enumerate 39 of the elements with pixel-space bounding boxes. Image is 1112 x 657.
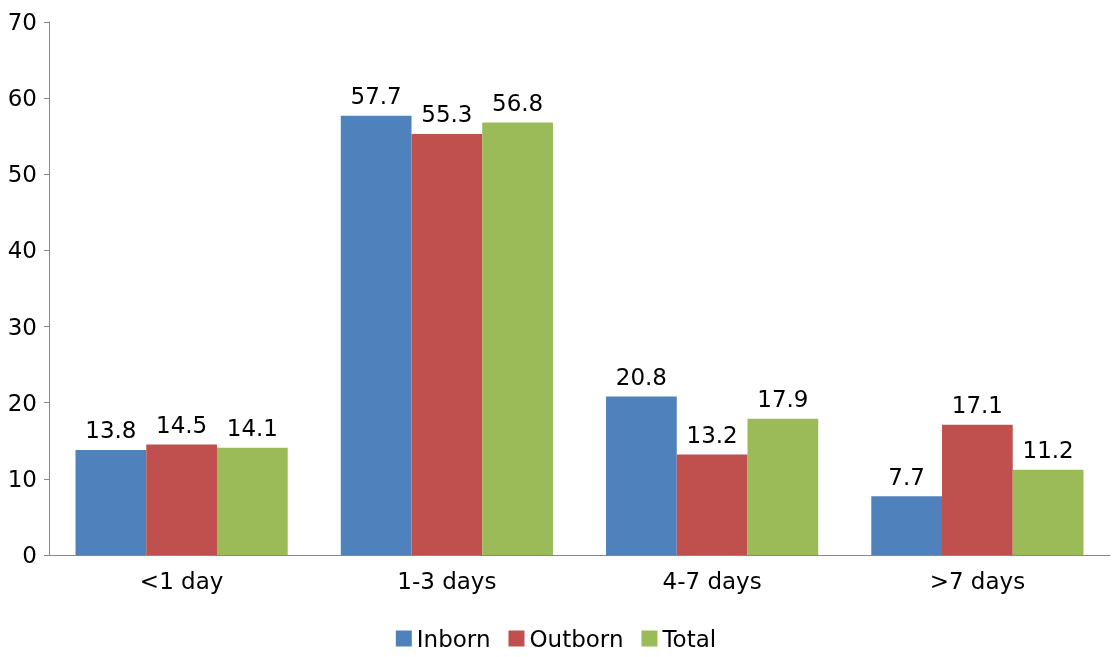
y-tick-label: 30 — [7, 313, 37, 340]
data-label: 11.2 — [1022, 437, 1074, 464]
y-tick-label: 40 — [7, 237, 37, 264]
legend-label: Inborn — [416, 625, 491, 652]
legend-label: Outborn — [529, 625, 624, 652]
legend-label: Total — [661, 625, 717, 652]
bar — [1012, 469, 1084, 555]
data-label: 55.3 — [421, 101, 473, 128]
bar — [411, 133, 483, 555]
data-label: 7.7 — [888, 463, 925, 490]
bar — [75, 449, 147, 555]
x-tick-label: 1-3 days — [397, 567, 497, 594]
data-label: 20.8 — [615, 364, 667, 391]
data-label: 14.5 — [156, 412, 208, 439]
data-label: 57.7 — [350, 83, 402, 110]
data-label: 17.9 — [757, 386, 809, 413]
y-tick-label: 10 — [7, 465, 37, 492]
data-label: 56.8 — [492, 90, 544, 117]
y-tick-label: 70 — [7, 9, 37, 35]
x-tick-label: <1 day — [139, 567, 224, 594]
data-label: 14.1 — [226, 415, 278, 442]
bar — [482, 122, 553, 555]
x-tick-label: 4-7 days — [662, 567, 762, 594]
x-tick-label: >7 days — [929, 567, 1026, 594]
data-label: 13.8 — [85, 417, 137, 444]
y-tick-label: 50 — [7, 161, 37, 188]
y-tick-label: 20 — [7, 389, 37, 416]
bar — [146, 444, 217, 555]
y-tick-label: 60 — [7, 85, 37, 112]
bar — [606, 396, 677, 555]
data-label: 17.1 — [951, 392, 1003, 419]
bar — [216, 447, 288, 555]
y-tick-label: 0 — [22, 542, 37, 568]
bar — [942, 424, 1013, 555]
bar — [340, 115, 412, 555]
bar — [747, 418, 819, 555]
data-label: 13.2 — [686, 421, 738, 448]
bar — [676, 454, 748, 555]
bar — [871, 496, 943, 555]
